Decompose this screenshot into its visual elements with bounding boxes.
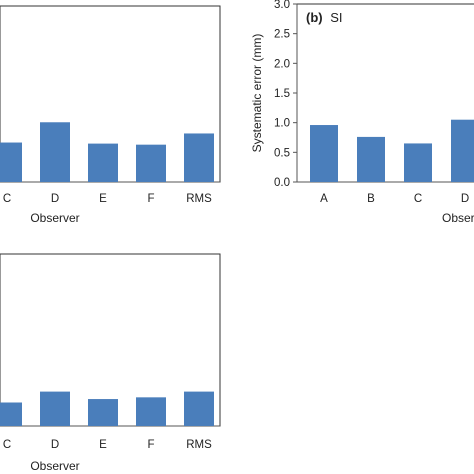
y-tick-label: 3.0	[274, 0, 290, 11]
bar-e	[88, 399, 118, 426]
x-axis-label: Observer	[442, 211, 474, 225]
x-tick-label: D	[51, 439, 59, 451]
panel-top-left: C D E F RMS Observer	[0, 5, 221, 225]
x-tick-label: B	[367, 193, 375, 205]
y-axis-label: Systematic error (mm)	[250, 34, 264, 153]
x-tick-label: RMS	[186, 439, 212, 451]
bar-c	[404, 143, 432, 182]
panel-title-tag: (b)	[306, 10, 323, 25]
y-tick-label: 2.0	[274, 58, 290, 70]
bar-d	[40, 391, 70, 426]
panel-bottom-left: C D E F RMS Observer	[0, 253, 221, 473]
bar-c	[0, 402, 22, 426]
x-tick-label: C	[3, 439, 11, 451]
bar-rms	[184, 133, 214, 182]
panel-b-si: 0.0 0.5 1.0 1.5 2.0 2.5 3.0 A B C D (b) SI System…	[250, 0, 474, 225]
x-tick-label: RMS	[186, 193, 212, 205]
y-tick-label: 1.0	[274, 118, 290, 130]
y-tick-label: 1.5	[274, 88, 290, 100]
x-tick-label: C	[3, 193, 11, 205]
x-tick-label: F	[147, 193, 154, 205]
bar-rms	[184, 391, 214, 426]
bar-f	[136, 144, 166, 182]
x-tick-label: E	[99, 439, 107, 451]
bar-b	[357, 136, 385, 182]
panel-title: (b) SI	[306, 10, 343, 25]
bar-d	[40, 122, 70, 182]
panel-title-text: SI	[330, 10, 342, 25]
x-tick-label: D	[461, 193, 469, 205]
x-axis-label: Observer	[30, 459, 79, 473]
x-tick-label: D	[51, 193, 59, 205]
bar-a	[310, 125, 338, 182]
x-axis-label: Observer	[30, 211, 79, 225]
y-tick-label: 2.5	[274, 29, 290, 41]
bar-c	[0, 142, 22, 182]
bar-d	[451, 119, 474, 182]
y-tick-label: 0.5	[274, 147, 290, 159]
x-tick-label: E	[99, 193, 107, 205]
x-tick-label: C	[414, 193, 422, 205]
bar-f	[136, 397, 166, 426]
bar-e	[88, 143, 118, 182]
x-tick-label: A	[320, 193, 328, 205]
x-tick-label: F	[147, 439, 154, 451]
y-tick-label: 0.0	[274, 177, 290, 189]
